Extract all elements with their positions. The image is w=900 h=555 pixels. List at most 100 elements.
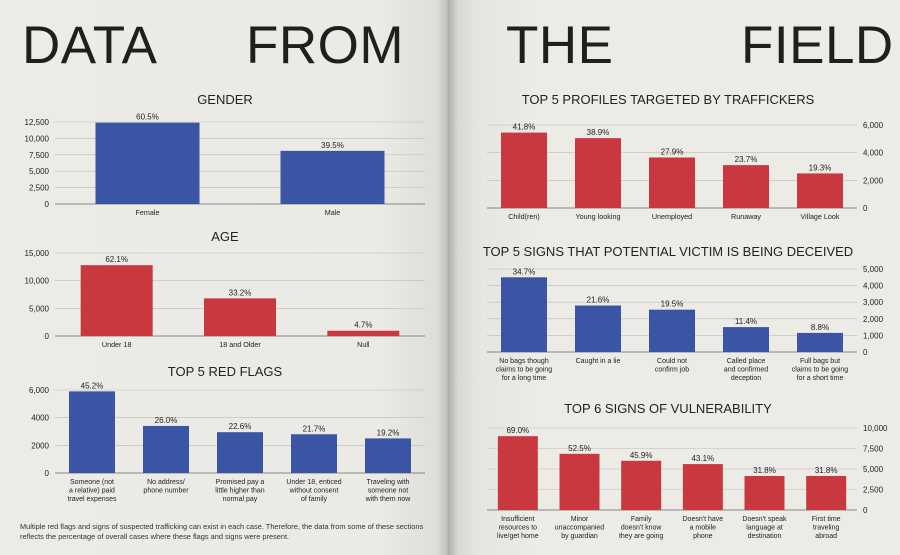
vulnerability-category-label-6: traveling (813, 525, 840, 532)
age-y-tick-label: 15,000 (25, 249, 50, 258)
gender-bar-1 (95, 122, 200, 204)
profiles-data-label-2: 38.9% (587, 128, 610, 137)
profiles-data-label-4: 23.7% (735, 155, 758, 164)
redflags-category-label-5: someone not (368, 488, 409, 495)
redflags-y-tick-label: 6,000 (29, 386, 50, 395)
vulnerability-bar-1 (497, 436, 538, 510)
profiles-data-label-1: 41.8% (513, 123, 536, 132)
vulnerability-y-tick-label: 7,500 (863, 445, 884, 454)
gender-data-label-1: 60.5% (136, 113, 159, 122)
gender-y-tick-label: 5,000 (29, 167, 50, 176)
age-data-label-2: 33.2% (229, 288, 252, 297)
gender-category-label-1: Female (136, 208, 160, 217)
redflags-y-tick-label: 4000 (31, 414, 49, 423)
vulnerability-data-label-3: 45.9% (630, 451, 653, 460)
deceived-category-label-5: Full bags but (800, 358, 840, 365)
vulnerability-bar-6 (806, 475, 847, 510)
headline-word-from: FROM (246, 16, 405, 75)
profiles-category-label-3: Unemployed (652, 212, 692, 221)
vulnerability-data-label-1: 69.0% (506, 426, 529, 435)
deceived-y-tick-label: 1,000 (863, 331, 884, 340)
vulnerability-category-label-6: First time (812, 516, 841, 523)
book-spine-shadow (436, 0, 458, 555)
redflags-category-label-4: without consent (289, 488, 339, 495)
redflags-category-label-2: phone number (143, 488, 189, 495)
gender-y-tick-label: 12,500 (25, 118, 50, 127)
vulnerability-category-label-3: they are going (619, 533, 663, 540)
vulnerability-category-label-2: Minor (571, 516, 589, 523)
vulnerability-category-label-2: unaccompanied (555, 525, 605, 532)
deceived-category-label-4: and confirmed (724, 367, 768, 374)
age-bar-3 (327, 330, 400, 336)
vulnerability-category-label-4: Doesn't have (683, 516, 724, 523)
profiles-category-label-4: Runaway (731, 212, 761, 221)
redflags-bar-4 (291, 434, 337, 473)
redflags-category-label-5: with them now (365, 496, 412, 503)
age-chart-title: AGE (211, 229, 239, 244)
gender-y-tick-label: 2,500 (29, 184, 50, 193)
footnote: Multiple red flags and signs of suspecte… (20, 522, 424, 541)
vulnerability-category-label-4: a mobile (690, 525, 717, 532)
vulnerability-category-label-6: abroad (815, 533, 837, 540)
deceived-category-label-1: claims to be going (496, 367, 553, 374)
profiles-y-tick-label: 2,000 (863, 176, 884, 185)
profiles-y-tick-label: 0 (863, 204, 868, 213)
gender-bar-2 (280, 150, 385, 204)
vulnerability-data-label-5: 31.8% (753, 466, 776, 475)
deceived-y-tick-label: 0 (863, 348, 868, 357)
redflags-bar-1 (69, 391, 115, 473)
profiles-bar-3 (649, 157, 695, 208)
deceived-category-label-1: No bags though (499, 358, 549, 365)
redflags-bar-3 (217, 432, 263, 473)
gender-y-tick-label: 0 (45, 200, 50, 209)
profiles-category-label-1: Child(ren) (508, 212, 540, 221)
profiles-data-label-3: 27.9% (661, 148, 684, 157)
deceived-data-label-4: 11.4% (735, 317, 757, 326)
age-y-tick-label: 0 (45, 332, 50, 341)
profiles-data-label-5: 19.3% (809, 163, 832, 172)
age-category-label-3: Null (357, 340, 370, 349)
profiles-chart-title: TOP 5 PROFILES TARGETED BY TRAFFICKERS (522, 92, 815, 107)
headline-word-data: DATA (22, 16, 158, 75)
redflags-category-label-3: Promised pay a (216, 479, 265, 486)
redflags-bar-5 (365, 438, 411, 473)
age-category-label-2: 18 and Older (219, 340, 261, 349)
redflags-data-label-2: 26.0% (155, 416, 178, 425)
deceived-category-label-5: for a short time (797, 375, 844, 382)
vulnerability-y-tick-label: 2,500 (863, 486, 884, 495)
deceived-category-label-1: for a long time (502, 375, 546, 382)
vulnerability-bar-5 (744, 475, 785, 510)
deceived-category-label-4: Called place (727, 358, 766, 365)
headline-word-field: FIELD (741, 16, 894, 75)
vulnerability-category-label-2: by guardian (561, 533, 598, 540)
deceived-y-tick-label: 3,000 (863, 298, 884, 307)
age-category-label-1: Under 18 (102, 340, 132, 349)
redflags-y-tick-label: 2000 (31, 441, 49, 450)
deceived-data-label-2: 21.6% (587, 296, 610, 305)
vulnerability-category-label-3: doesn't know (621, 525, 663, 532)
vulnerability-bar-4 (682, 464, 723, 510)
deceived-category-label-5: claims to be going (792, 367, 849, 374)
vulnerability-category-label-1: Insufficient (501, 516, 534, 523)
deceived-category-label-4: deception (731, 375, 761, 382)
age-bar-1 (80, 265, 153, 336)
deceived-data-label-5: 8.8% (811, 323, 829, 332)
headline-word-the: THE (506, 16, 614, 75)
deceived-bar-2 (575, 305, 621, 352)
deceived-y-tick-label: 2,000 (863, 315, 884, 324)
vulnerability-category-label-5: Doesn't speak (742, 516, 787, 523)
vulnerability-chart-title: TOP 6 SIGNS OF VULNERABILITY (564, 401, 772, 416)
redflags-data-label-5: 19.2% (377, 428, 400, 437)
redflags-data-label-1: 45.2% (81, 381, 104, 390)
age-data-label-3: 4.7% (354, 321, 372, 330)
redflags-category-label-3: normal pay (223, 496, 258, 503)
age-y-tick-label: 5,000 (29, 304, 50, 313)
redflags-y-tick-label: 0 (45, 469, 50, 478)
deceived-data-label-3: 19.5% (661, 300, 684, 309)
vulnerability-y-tick-label: 5,000 (863, 465, 884, 474)
redflags-category-label-3: little higher than (215, 488, 265, 495)
vulnerability-bar-3 (621, 460, 662, 510)
redflags-chart-title: TOP 5 RED FLAGS (168, 364, 283, 379)
deceived-category-label-2: Caught in a lie (576, 358, 621, 365)
age-data-label-1: 62.1% (105, 255, 128, 264)
